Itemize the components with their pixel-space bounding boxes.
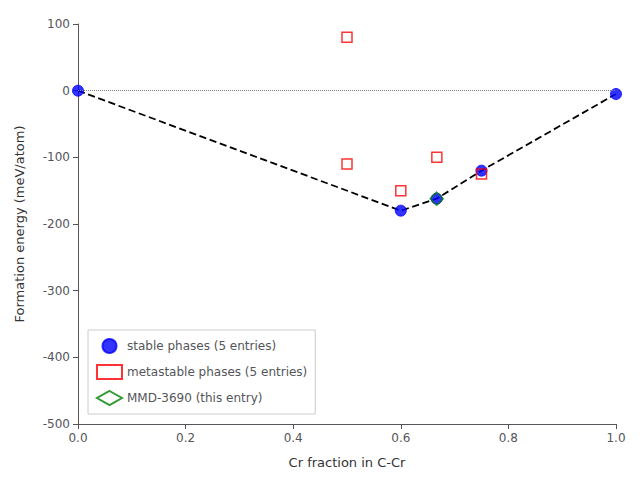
svg-text:100: 100 bbox=[47, 17, 70, 31]
svg-text:-400: -400 bbox=[43, 350, 70, 364]
svg-text:0.6: 0.6 bbox=[391, 431, 410, 445]
svg-text:-100: -100 bbox=[43, 150, 70, 164]
svg-text:Cr fraction in C-Cr: Cr fraction in C-Cr bbox=[289, 455, 406, 470]
svg-text:0.2: 0.2 bbox=[176, 431, 195, 445]
svg-text:-200: -200 bbox=[43, 217, 70, 231]
svg-text:1.0: 1.0 bbox=[606, 431, 625, 445]
svg-text:-500: -500 bbox=[43, 417, 70, 431]
svg-text:stable phases (5 entries): stable phases (5 entries) bbox=[127, 339, 276, 353]
svg-text:0: 0 bbox=[62, 84, 70, 98]
svg-text:0.8: 0.8 bbox=[499, 431, 518, 445]
svg-text:metastable phases (5 entries): metastable phases (5 entries) bbox=[127, 365, 307, 379]
svg-text:-300: -300 bbox=[43, 284, 70, 298]
svg-text:0.0: 0.0 bbox=[68, 431, 87, 445]
svg-text:Formation energy (meV/atom): Formation energy (meV/atom) bbox=[12, 126, 27, 323]
svg-text:MMD-3690 (this entry): MMD-3690 (this entry) bbox=[127, 391, 262, 405]
svg-text:0.4: 0.4 bbox=[284, 431, 303, 445]
